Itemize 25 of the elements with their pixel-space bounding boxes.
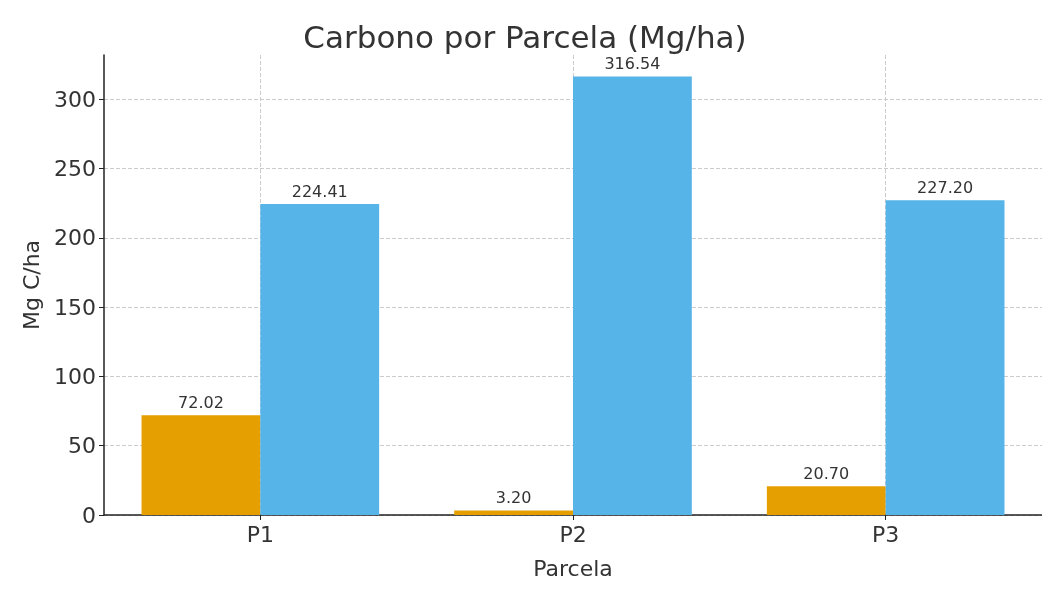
data-label: 72.02	[178, 392, 224, 412]
y-tick-label: 300	[54, 86, 96, 112]
bar	[141, 415, 261, 515]
y-tick-label: 100	[54, 363, 96, 389]
y-tick-label: 150	[54, 294, 96, 320]
bar	[766, 486, 886, 515]
bar	[454, 510, 573, 515]
y-axis-title: Mg C/ha	[18, 239, 44, 331]
data-label: 316.54	[604, 53, 661, 73]
data-label: 20.70	[803, 463, 850, 483]
x-axis-title: Parcela	[533, 555, 613, 581]
data-label: 3.20	[495, 488, 532, 508]
x-tick-label: P3	[872, 521, 900, 547]
bar	[260, 204, 380, 515]
x-tick-label: P1	[246, 521, 274, 547]
x-tick-label: P2	[559, 521, 587, 547]
data-label: 227.20	[917, 177, 974, 197]
chart-title: Carbono por Parcela (Mg/ha)	[303, 18, 747, 55]
y-tick-label: 250	[54, 156, 96, 182]
y-tick-label: 0	[82, 502, 96, 528]
bar	[573, 76, 692, 515]
bar	[885, 200, 1005, 515]
y-tick-label: 50	[68, 433, 96, 459]
y-tick-label: 200	[54, 225, 96, 251]
data-label: 224.41	[291, 181, 348, 201]
